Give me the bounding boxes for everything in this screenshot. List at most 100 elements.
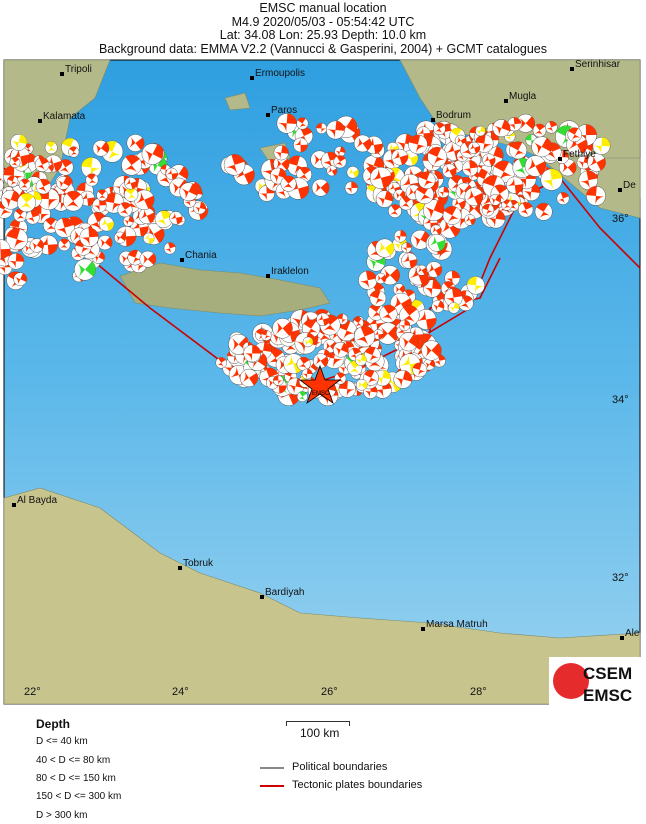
beachball [127, 249, 144, 266]
city-label: Iraklelon [271, 266, 309, 277]
beachball [462, 160, 479, 177]
beachball [475, 125, 486, 137]
beachball [5, 228, 28, 251]
lon-tick: 22° [24, 686, 41, 698]
beachball [7, 253, 25, 270]
beachball [587, 153, 606, 172]
depth-class: D > 300 km [36, 810, 88, 821]
beachball [117, 202, 133, 218]
beachball [398, 332, 419, 352]
city-marker [558, 157, 562, 161]
city-label: Ermoupolis [255, 68, 305, 79]
city-label: Tobruk [183, 558, 214, 569]
city-marker [504, 99, 508, 103]
beachball [122, 215, 134, 227]
beachball [375, 272, 387, 284]
beachball [586, 186, 606, 206]
beachball [422, 199, 445, 221]
beachball [273, 145, 289, 161]
beachball [375, 238, 395, 258]
city-label: Fethiye [563, 149, 596, 160]
beachball [412, 362, 428, 378]
beachball [509, 141, 528, 160]
lat-tick: 36° [612, 213, 629, 225]
beachball [567, 127, 583, 142]
beachball [433, 122, 446, 136]
beachball [369, 166, 392, 189]
beachball [223, 154, 246, 176]
beachball [6, 175, 19, 188]
beachball [13, 208, 28, 223]
depth-class: 150 < D <= 300 km [36, 791, 122, 802]
depth-class: D <= 40 km [36, 736, 88, 747]
beachball [302, 336, 314, 348]
city-marker [570, 67, 574, 71]
beachball [430, 224, 442, 237]
beachball [506, 176, 524, 194]
beachball [576, 155, 591, 170]
beachball [124, 177, 137, 190]
beachball [143, 232, 155, 245]
political-line-swatch [260, 767, 284, 769]
logo-text: EMSC [583, 686, 632, 705]
beachball [393, 229, 407, 243]
tectonic-line-swatch [260, 785, 284, 787]
beachball [160, 164, 171, 175]
depth-class: 80 < D <= 150 km [36, 773, 116, 784]
emsc-logo: CSEM EMSC [549, 657, 643, 705]
beachball [296, 117, 309, 130]
beachball [260, 330, 272, 341]
lat-tick: 34° [612, 394, 629, 406]
beachball [398, 319, 411, 332]
beachball [464, 187, 484, 207]
beachball [34, 157, 50, 172]
city-marker [620, 636, 624, 640]
epicenter-label: EMSC [312, 391, 330, 397]
beachball [418, 171, 436, 189]
beachball [401, 242, 412, 253]
beachball [431, 299, 445, 313]
scale-bar [286, 721, 350, 726]
city-marker [421, 627, 425, 631]
beachball [578, 170, 598, 190]
beachball [121, 154, 142, 176]
beachball [466, 276, 485, 295]
beachball [79, 227, 99, 247]
beachball [355, 354, 367, 366]
beachball [326, 120, 345, 140]
beachball [464, 214, 476, 226]
beachball [25, 210, 40, 225]
beachball [97, 235, 113, 251]
background-info: Background data: EMMA V2.2 (Vannucci & G… [98, 41, 548, 56]
city-label: Al Bayda [17, 495, 57, 506]
beachball [516, 113, 536, 133]
beachball [346, 166, 359, 179]
beachball [364, 346, 381, 364]
beachball [333, 155, 347, 169]
focal-mechanisms [0, 113, 611, 406]
beachball [311, 178, 330, 197]
beachball [481, 203, 495, 217]
beachball [54, 217, 75, 238]
beachball [141, 143, 164, 165]
beachball [408, 134, 428, 155]
beachball [126, 134, 145, 152]
beachball [18, 178, 31, 191]
beachball [444, 288, 463, 307]
beachball [239, 368, 259, 388]
beachball [215, 357, 227, 369]
beachball [92, 140, 110, 157]
beachball [388, 204, 402, 218]
beachball [534, 202, 553, 221]
city-marker [266, 274, 270, 278]
beachball [243, 344, 261, 363]
logo-text: CSEM [583, 664, 632, 683]
beachball [62, 190, 84, 212]
beachball [375, 190, 394, 208]
city-label: Kalamata [43, 111, 86, 122]
beachball [272, 318, 293, 339]
beachball [0, 177, 4, 192]
beachball [58, 238, 71, 252]
beachball [273, 375, 284, 386]
beachball [524, 155, 547, 177]
